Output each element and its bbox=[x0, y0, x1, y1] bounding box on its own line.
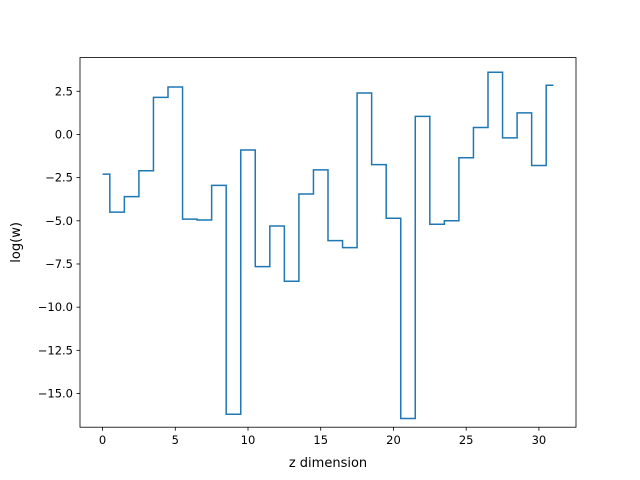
axes-frame bbox=[79, 57, 577, 428]
x-tick-label: 15 bbox=[313, 433, 328, 447]
y-axis-label: log(w) bbox=[9, 222, 24, 263]
y-tick-label: 2.5 bbox=[55, 84, 73, 98]
y-tick-label: 0.0 bbox=[55, 127, 73, 141]
plot-layer bbox=[102, 71, 554, 420]
x-tick-label: 5 bbox=[172, 433, 179, 447]
x-tick-label: 25 bbox=[459, 433, 474, 447]
x-tick-label: 0 bbox=[99, 433, 106, 447]
y-axis-ticks: 2.5 0.0 −2.5 −5.0 −7.5 −10.0 −12.5 −15.0 bbox=[38, 84, 80, 401]
y-tick-label: −2.5 bbox=[45, 171, 73, 185]
x-axis-label: z dimension bbox=[289, 456, 367, 471]
x-tick-label: 20 bbox=[386, 433, 401, 447]
x-tick-label: 30 bbox=[532, 433, 547, 447]
y-tick-label: −15.0 bbox=[38, 387, 73, 401]
y-tick-label: −5.0 bbox=[45, 214, 73, 228]
y-tick-label: −12.5 bbox=[38, 343, 73, 357]
x-axis-ticks: 0 5 10 15 20 25 30 bbox=[99, 427, 546, 447]
series-line bbox=[102, 71, 554, 420]
x-tick-label: 10 bbox=[241, 433, 256, 447]
y-tick-label: −7.5 bbox=[45, 257, 73, 271]
y-tick-label: −10.0 bbox=[38, 300, 73, 314]
